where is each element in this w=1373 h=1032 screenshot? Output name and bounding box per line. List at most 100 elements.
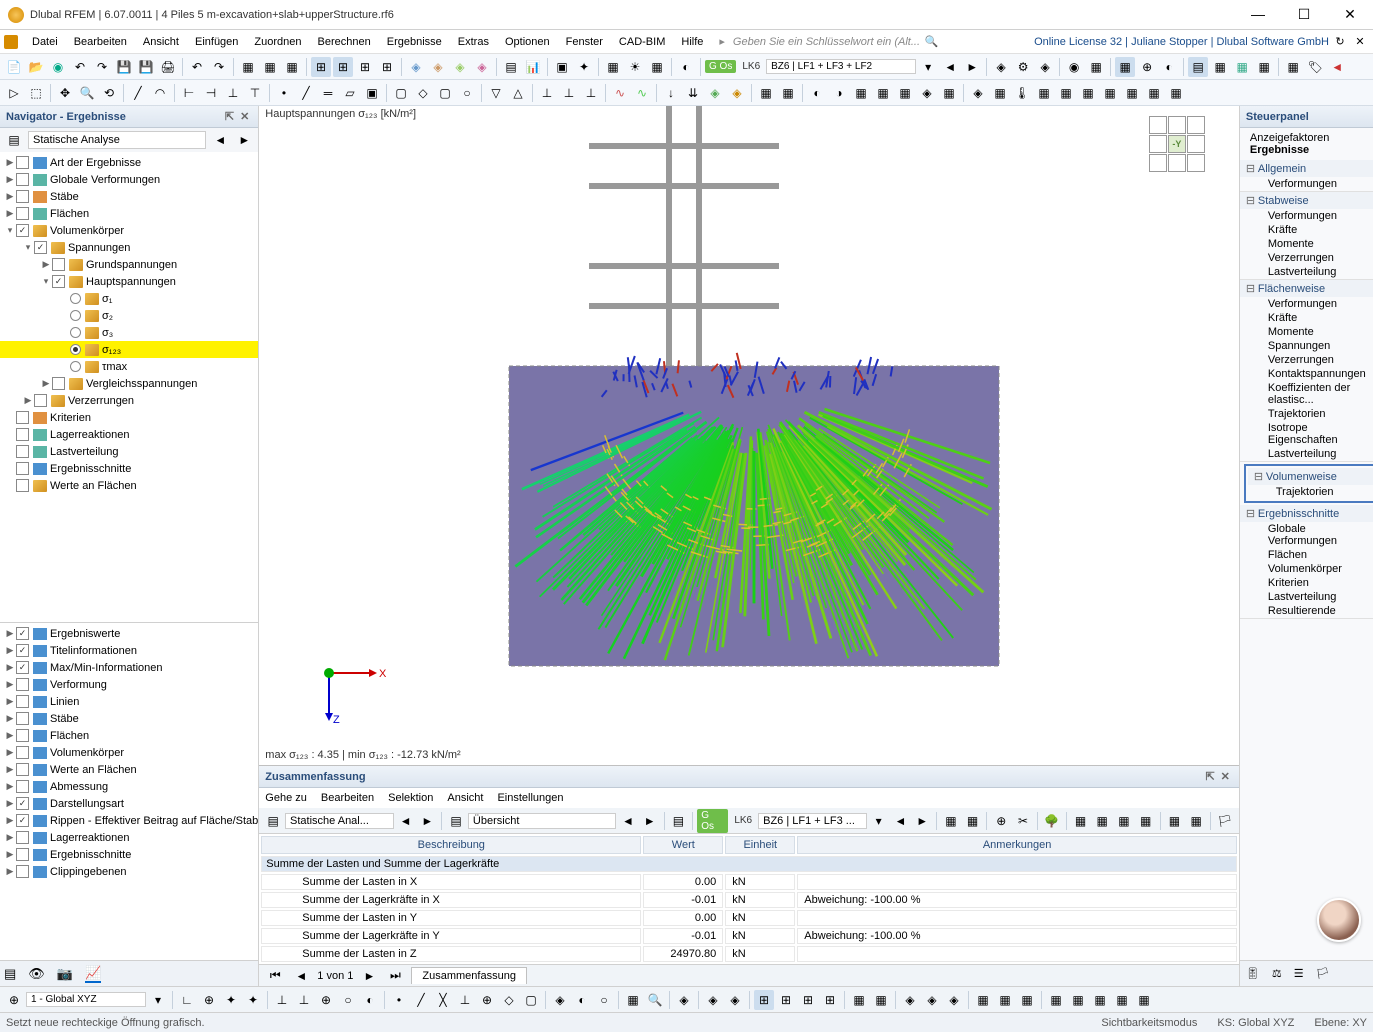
undo-icon[interactable]: ↶ <box>70 57 90 77</box>
cs-combo[interactable]: 1 - Global XYZ <box>26 992 146 1007</box>
tree-item[interactable]: σ₃ <box>0 324 258 341</box>
bt32-icon[interactable]: ◈ <box>900 990 920 1010</box>
summary-pin-icon[interactable]: ⇱ <box>1202 770 1217 783</box>
line-icon[interactable]: ╱ <box>128 83 148 103</box>
sum-bz[interactable]: BZ6 | LF1 + LF3 ... <box>758 813 867 829</box>
sum-tag[interactable]: G Os <box>697 809 728 833</box>
cube2-icon[interactable]: ◈ <box>428 57 448 77</box>
s4-icon[interactable]: ○ <box>457 83 477 103</box>
menu-einfügen[interactable]: Einfügen <box>187 34 246 50</box>
bt35-icon[interactable]: ▦ <box>973 990 993 1010</box>
r5-icon[interactable]: ▦ <box>1086 57 1106 77</box>
open-icon[interactable]: 📂 <box>26 57 46 77</box>
maximize-button[interactable]: ☐ <box>1289 6 1319 23</box>
r3-icon[interactable]: ◈ <box>1035 57 1055 77</box>
bt1-icon[interactable]: ⊕ <box>4 990 24 1010</box>
dd-icon[interactable]: ▾ <box>918 57 938 77</box>
view2-icon[interactable]: ▦ <box>260 57 280 77</box>
factor-row[interactable]: Verformungen352.78 <box>1240 177 1373 191</box>
panel-close-icon[interactable]: ✕ <box>237 110 252 123</box>
s1-icon[interactable]: ▢ <box>391 83 411 103</box>
sup3-icon[interactable]: ⊥ <box>581 83 601 103</box>
factor-row[interactable]: Lastverteilung0.00 <box>1240 447 1373 461</box>
table-row[interactable]: Summe der Lasten in X0.00kN <box>261 874 1237 890</box>
tree-item[interactable]: τmax <box>0 358 258 375</box>
r8-icon[interactable]: ◐ <box>1159 57 1179 77</box>
factor-row[interactable]: Globale Verformungen1.00 <box>1240 522 1373 548</box>
surf-icon[interactable]: ▱ <box>340 83 360 103</box>
s5-icon[interactable]: ▽ <box>486 83 506 103</box>
ld4-icon[interactable]: ◈ <box>727 83 747 103</box>
redo2-icon[interactable]: ↷ <box>209 57 229 77</box>
display-item[interactable]: ▶Verformung <box>0 676 258 693</box>
bt10-icon[interactable]: ◐ <box>360 990 380 1010</box>
rp-tab4-icon[interactable]: 🏳 <box>1316 967 1330 980</box>
display-item[interactable]: ▶Linien <box>0 693 258 710</box>
tool-b-icon[interactable]: ▦ <box>603 57 623 77</box>
grid4-icon[interactable]: ⊞ <box>377 57 397 77</box>
tree-item[interactable]: ▶Grundspannungen <box>0 256 258 273</box>
tree-item[interactable]: σ₁ <box>0 290 258 307</box>
results-tree[interactable]: ▶Art der Ergebnisse▶Globale Verformungen… <box>0 152 258 622</box>
menu-extras[interactable]: Extras <box>450 34 497 50</box>
arc-icon[interactable]: ◠ <box>150 83 170 103</box>
res6-icon[interactable]: ▦ <box>873 83 893 103</box>
bt22-icon[interactable]: 🔍 <box>645 990 665 1010</box>
bz-combo[interactable]: BZ6 | LF1 + LF3 + LF2 <box>766 59 916 74</box>
bt37-icon[interactable]: ▦ <box>1017 990 1037 1010</box>
bt34-icon[interactable]: ◈ <box>944 990 964 1010</box>
spr1-icon[interactable]: ∿ <box>610 83 630 103</box>
table-row[interactable]: Summe der Lagerkräfte in X-0.01kNAbweich… <box>261 892 1237 908</box>
summary-tab[interactable]: Zusammenfassung <box>411 967 527 984</box>
factor-row[interactable]: Verzerrungen1.00 <box>1240 251 1373 265</box>
save-all-icon[interactable]: 💾 <box>136 57 156 77</box>
table-row[interactable]: Summe der Lasten in Y0.00kN <box>261 910 1237 926</box>
l3-icon[interactable]: ⊥ <box>223 83 243 103</box>
menu-bearbeiten[interactable]: Bearbeiten <box>66 34 135 50</box>
new-icon[interactable]: 📄 <box>4 57 24 77</box>
nav-prev-icon[interactable]: ◄ <box>210 130 230 150</box>
factor-row[interactable]: Kontaktspannungen0.00 <box>1240 367 1373 381</box>
bt14-icon[interactable]: ⊥ <box>455 990 475 1010</box>
member-icon[interactable]: ═ <box>318 83 338 103</box>
sum-tb3-icon[interactable]: ▤ <box>669 811 689 831</box>
factor-row[interactable]: Spannungen0.00 <box>1240 339 1373 353</box>
gos-tag[interactable]: G Os <box>705 60 736 73</box>
bt16-icon[interactable]: ◇ <box>499 990 519 1010</box>
sum-next-icon[interactable]: ► <box>417 811 437 831</box>
sum-b-icon[interactable]: ▦ <box>963 811 983 831</box>
tool-d-icon[interactable]: ▦ <box>647 57 667 77</box>
sum-prev-icon[interactable]: ◄ <box>396 811 416 831</box>
factor-row[interactable]: Momente0.00 <box>1240 325 1373 339</box>
render-icon[interactable]: ▣ <box>552 57 572 77</box>
tree-item[interactable]: σ₁₂₃ <box>0 341 258 358</box>
sum-l-icon[interactable]: 🏳 <box>1215 811 1235 831</box>
node-icon[interactable]: • <box>274 83 294 103</box>
r4-icon[interactable]: ◉ <box>1064 57 1084 77</box>
sum-k-icon[interactable]: ▦ <box>1186 811 1206 831</box>
sum-i-icon[interactable]: ▦ <box>1136 811 1156 831</box>
bt41-icon[interactable]: ▦ <box>1112 990 1132 1010</box>
sum-f-icon[interactable]: ▦ <box>1071 811 1091 831</box>
bt28-icon[interactable]: ⊞ <box>798 990 818 1010</box>
factor-row[interactable]: Isotrope Eigenschaften0.00 <box>1240 421 1373 447</box>
bt6-icon[interactable]: ⊥ <box>272 990 292 1010</box>
display-item[interactable]: ▶Werte an Flächen <box>0 761 258 778</box>
view3-icon[interactable]: ▦ <box>282 57 302 77</box>
factor-row[interactable]: Koeffizienten der elastisc...0.00 <box>1240 381 1373 407</box>
tree-item[interactable]: ▶Art der Ergebnisse <box>0 154 258 171</box>
r12-icon[interactable]: ▦ <box>1254 57 1274 77</box>
bt4-icon[interactable]: ✦ <box>221 990 241 1010</box>
close-button[interactable]: ✕ <box>1335 6 1365 23</box>
grid2-icon[interactable]: ⊞ <box>333 57 353 77</box>
res19-icon[interactable]: ▦ <box>1166 83 1186 103</box>
section-head[interactable]: ⊟Stabweise <box>1240 192 1373 209</box>
display-item[interactable]: ▶✓Max/Min-Informationen <box>0 659 258 676</box>
bt30-icon[interactable]: ▦ <box>849 990 869 1010</box>
r2-icon[interactable]: ⚙ <box>1013 57 1033 77</box>
factor-row[interactable]: Resultierende1.00 <box>1240 604 1373 618</box>
section-head[interactable]: ⊟Flächenweise <box>1240 280 1373 297</box>
res14-icon[interactable]: ▦ <box>1056 83 1076 103</box>
factor-row[interactable]: Lastverteilung1.00 <box>1240 590 1373 604</box>
display-item[interactable]: ▶Abmessung <box>0 778 258 795</box>
